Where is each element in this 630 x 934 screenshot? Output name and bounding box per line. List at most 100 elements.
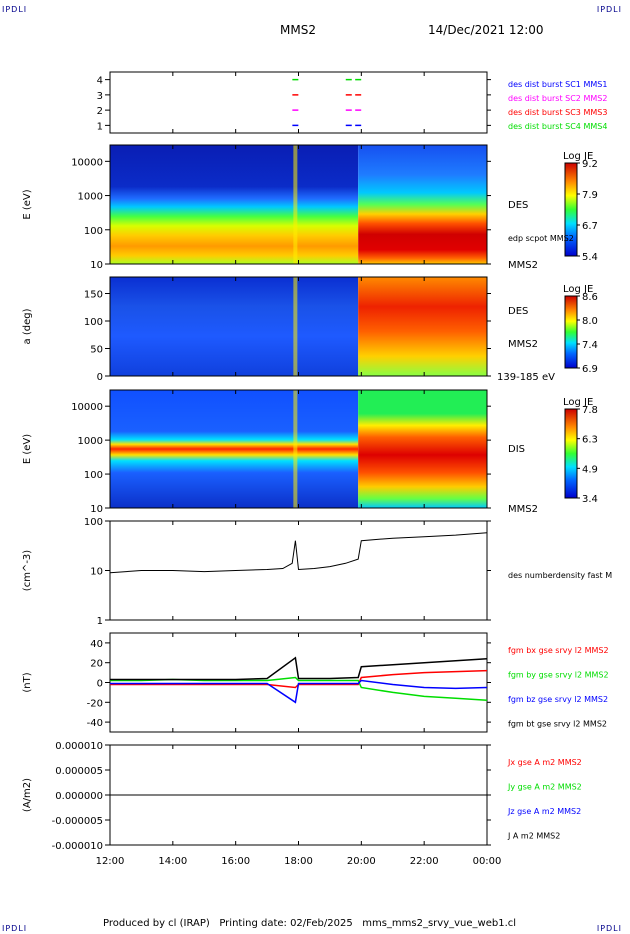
panel-label: DIS <box>508 444 525 455</box>
legend-label: fgm bt gse srvy l2 MMS2 <box>508 720 607 729</box>
des-energy-region-before <box>110 145 359 264</box>
y-axis-label: E (eV) <box>22 434 33 464</box>
y-tick-label: 2 <box>97 106 103 117</box>
panel-burst-flags <box>109 71 488 134</box>
y-axis-label: E (eV) <box>22 189 33 219</box>
des-pitch-region-after <box>358 277 487 376</box>
x-tick-label: 14:00 <box>158 856 187 867</box>
panel-label: MMS2 <box>508 339 538 350</box>
y-axis-label: (cm^-3) <box>22 550 33 591</box>
x-tick-label: 18:00 <box>284 856 313 867</box>
x-tick-label: 12:00 <box>96 856 125 867</box>
colorbar-tick-label: 3.4 <box>582 494 598 505</box>
y-axis-label: (A/m2) <box>22 778 33 812</box>
y-tick-label: 100 <box>84 226 103 237</box>
colorbar-tick-label: 5.4 <box>582 252 598 263</box>
y-tick-label: 3 <box>97 91 103 102</box>
y-tick-label: -20 <box>87 698 103 709</box>
y-tick-label: 0.000000 <box>55 791 103 802</box>
corner-label-tr: IPDLI <box>596 5 622 14</box>
y-tick-label: 0 <box>97 372 103 383</box>
panel-label: MMS2 <box>508 260 538 271</box>
x-tick-label: 20:00 <box>347 856 376 867</box>
y-tick-label: -0.000005 <box>52 816 103 827</box>
legend-label: Jz gse A m2 MMS2 <box>507 807 581 816</box>
legend-label: des dist burst SC2 MMS2 <box>508 94 607 103</box>
colorbar-tick-label: 7.4 <box>582 340 598 351</box>
bfield-line <box>110 656 488 681</box>
y-tick-label: 4 <box>97 76 103 87</box>
colorbar <box>564 408 578 499</box>
y-tick-label: 40 <box>90 639 103 650</box>
legend-label: des dist burst SC1 MMS1 <box>508 80 607 89</box>
y-tick-label: 10000 <box>71 402 103 413</box>
panel-label: DES <box>508 306 528 317</box>
colorbar <box>564 162 578 257</box>
y-tick-label: 10 <box>90 260 103 271</box>
colorbar-tick-label: 6.7 <box>582 221 598 232</box>
y-tick-label: -0.000010 <box>52 841 103 852</box>
footer-text: Produced by cl (IRAP) Printing date: 02/… <box>103 918 517 929</box>
bfield-line <box>110 676 488 702</box>
y-axis-label: (nT) <box>22 672 33 692</box>
y-tick-label: 0 <box>97 679 103 690</box>
y-tick-label: 10 <box>90 504 103 515</box>
y-tick-label: 10000 <box>71 157 103 168</box>
legend-label: des numberdensity fast M <box>508 571 612 580</box>
corner-label-bl: IPDLI <box>2 924 28 933</box>
y-tick-label: 50 <box>90 345 103 356</box>
colorbar-tick-label: 9.2 <box>582 159 598 170</box>
y-tick-label: 0.000005 <box>55 766 103 777</box>
colorbar-tick-label: 6.9 <box>582 364 598 375</box>
x-tick-label: 00:00 <box>473 856 502 867</box>
y-tick-label: 100 <box>84 470 103 481</box>
colorbar-tick-label: 6.3 <box>582 435 598 446</box>
panel-label: 139-185 eV <box>497 372 555 383</box>
legend-label: Jy gse A m2 MMS2 <box>507 783 582 792</box>
colorbar-title: Log JE <box>563 151 593 162</box>
y-tick-label: 20 <box>90 659 103 670</box>
header-mission: MMS2 <box>280 23 316 37</box>
y-tick-label: 100 <box>84 517 103 528</box>
y-tick-label: 0.000010 <box>55 741 103 752</box>
y-tick-label: 100 <box>84 317 103 328</box>
y-tick-label: -40 <box>87 718 103 729</box>
corner-label-tl: IPDLI <box>2 5 28 14</box>
colorbar-tick-label: 7.9 <box>582 190 598 201</box>
legend-label: fgm by gse srvy l2 MMS2 <box>508 671 609 680</box>
corner-label-br: IPDLI <box>596 924 622 933</box>
bfield-line <box>110 679 488 704</box>
y-tick-label: 1000 <box>78 436 103 447</box>
des-energy-event-stripe <box>293 145 298 264</box>
legend-label: J A m2 MMS2 <box>507 832 560 841</box>
x-tick-label: 16:00 <box>221 856 250 867</box>
des-energy-region-after <box>358 145 487 264</box>
y-tick-label: 1 <box>97 121 103 132</box>
x-tick-label: 22:00 <box>410 856 439 867</box>
header-date: 14/Dec/2021 12:00 <box>428 23 544 37</box>
legend-label: fgm bx gse srvy l2 MMS2 <box>508 646 609 655</box>
dis-energy-region-after <box>358 390 487 508</box>
des-pitch-region-before <box>110 277 359 376</box>
legend-label: Jx gse A m2 MMS2 <box>507 758 582 767</box>
y-tick-label: 1 <box>97 616 103 627</box>
y-tick-label: 10 <box>90 567 103 578</box>
panel-label: MMS2 <box>508 504 538 515</box>
y-tick-label: 1000 <box>78 192 103 203</box>
colorbar-title: Log JE <box>563 397 593 408</box>
colorbar-title: Log JE <box>563 284 593 295</box>
colorbar-tick-label: 7.8 <box>582 405 598 416</box>
density-line <box>109 532 488 574</box>
legend-label: fgm bz gse srvy l2 MMS2 <box>508 695 608 704</box>
des-pitch-event-stripe <box>293 277 298 376</box>
y-axis-label: a (deg) <box>22 308 33 344</box>
legend-label: des dist burst SC4 MMS4 <box>508 122 607 131</box>
dis-energy-event-stripe <box>293 390 298 508</box>
colorbar-tick-label: 4.9 <box>582 464 598 475</box>
colorbar-tick-label: 8.6 <box>582 292 598 303</box>
panel-label: edp scpot MMS2 <box>508 234 574 243</box>
colorbar-tick-label: 8.0 <box>582 316 598 327</box>
panel-label: DES <box>508 200 528 211</box>
y-tick-label: 150 <box>84 290 103 301</box>
